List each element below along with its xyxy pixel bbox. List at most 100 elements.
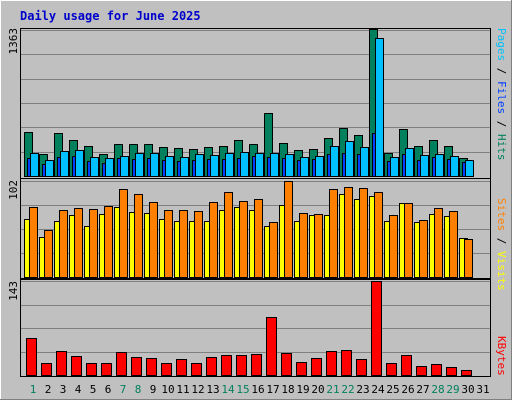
bar-sites-day-9: [149, 202, 158, 278]
bar-kbytes-day-25: [386, 363, 397, 376]
bar-pages-day-27: [420, 155, 429, 177]
bar-kbytes-day-1: [26, 338, 37, 376]
bar-sites-day-7: [119, 189, 128, 278]
bar-pages-day-3: [60, 151, 69, 177]
x-axis-labels: 1 2 3 4 5 6 7 8 9 10 11 12 13 14 15 16 17 18 19 20 21 22 23 24 2…: [30, 383, 490, 396]
bar-pages-day-2: [45, 160, 54, 177]
x-label-day-19: 19: [296, 383, 309, 396]
bar-pages-day-14: [225, 153, 234, 177]
bar-pages-day-18: [285, 154, 294, 177]
legend-hits: Hits: [495, 134, 508, 161]
y-max-label-hits: 1363: [7, 28, 20, 55]
legend-sites: Sites: [495, 198, 508, 231]
bar-kbytes-day-10: [161, 363, 172, 376]
y-max-label-kbytes: 143: [7, 281, 20, 301]
bar-pages-day-23: [360, 147, 369, 177]
bar-pages-day-5: [90, 157, 99, 177]
bar-pages-day-24: [375, 38, 384, 177]
bar-sites-day-21: [329, 189, 338, 278]
x-label-day-25: 25: [386, 383, 399, 396]
x-label-day-4: 4: [75, 383, 82, 396]
bar-sites-day-18: [284, 181, 293, 278]
bar-pages-day-9: [150, 153, 159, 177]
legend-sep-1: /: [495, 61, 508, 81]
bar-pages-day-22: [345, 141, 354, 177]
bar-sites-day-28: [434, 208, 443, 278]
bar-kbytes-day-5: [86, 363, 97, 376]
bar-pages-day-20: [315, 156, 324, 177]
bar-sites-day-24: [374, 192, 383, 278]
bar-pages-day-21: [330, 146, 339, 177]
chart-title: Daily usage for June 2025: [20, 9, 201, 23]
bar-kbytes-day-26: [401, 355, 412, 376]
legend-sep-3: /: [495, 231, 508, 251]
bar-pages-day-17: [270, 153, 279, 177]
bar-kbytes-day-14: [221, 355, 232, 376]
bar-pages-day-16: [255, 153, 264, 177]
bar-pages-day-26: [405, 148, 414, 177]
x-label-day-6: 6: [105, 383, 112, 396]
bar-sites-day-5: [89, 209, 98, 278]
bar-pages-day-25: [390, 157, 399, 177]
bar-sites-day-8: [134, 194, 143, 278]
x-label-day-17: 17: [266, 383, 279, 396]
bar-pages-day-4: [75, 150, 84, 177]
bar-pages-day-19: [300, 157, 309, 177]
legend-visits-sites: Sites / Visits: [495, 198, 508, 291]
bar-kbytes-day-6: [101, 363, 112, 376]
legend-kbytes: KBytes: [495, 336, 508, 376]
legend-kbytes-label: KBytes: [495, 336, 508, 376]
bar-pages-day-10: [165, 156, 174, 177]
bar-sites-day-1: [29, 207, 38, 278]
bar-kbytes-day-16: [251, 354, 262, 376]
bar-kbytes-day-27: [416, 366, 427, 376]
bar-pages-day-28: [435, 154, 444, 177]
x-label-day-15: 15: [236, 383, 249, 396]
legend-pages: Pages: [495, 28, 508, 61]
bar-sites-day-26: [404, 203, 413, 278]
bars: [24, 29, 474, 376]
bar-pages-day-7: [120, 156, 129, 177]
x-label-day-29: 29: [446, 383, 459, 396]
bar-sites-day-19: [299, 213, 308, 278]
x-label-day-14: 14: [221, 383, 235, 396]
x-label-day-23: 23: [356, 383, 369, 396]
bar-kbytes-day-13: [206, 357, 217, 376]
legend-files: Files: [495, 81, 508, 114]
bar-kbytes-day-18: [281, 353, 292, 376]
x-label-day-24: 24: [371, 383, 385, 396]
bar-kbytes-day-29: [446, 367, 457, 376]
bar-sites-day-6: [104, 206, 113, 278]
bar-kbytes-day-21: [326, 351, 337, 376]
bar-sites-day-16: [254, 199, 263, 278]
bar-pages-day-6: [105, 158, 114, 177]
bar-kbytes-day-11: [176, 359, 187, 376]
x-label-day-18: 18: [281, 383, 294, 396]
bar-sites-day-22: [344, 187, 353, 278]
bar-kbytes-day-8: [131, 357, 142, 376]
bar-pages-day-11: [180, 157, 189, 177]
bar-sites-day-23: [359, 188, 368, 278]
bar-pages-day-8: [135, 153, 144, 177]
bar-pages-day-1: [30, 153, 39, 177]
x-label-day-31: 31: [476, 383, 489, 396]
x-label-day-30: 30: [461, 383, 474, 396]
x-label-day-21: 21: [326, 383, 339, 396]
y-max-label-visits: 102: [7, 180, 20, 200]
bar-kbytes-day-22: [341, 350, 352, 376]
bar-sites-day-13: [209, 202, 218, 278]
bar-kbytes-day-2: [41, 363, 52, 376]
x-label-day-3: 3: [60, 383, 67, 396]
bar-pages-day-29: [450, 156, 459, 177]
bar-kbytes-day-4: [71, 356, 82, 376]
bar-kbytes-day-24: [371, 281, 382, 376]
bar-kbytes-day-20: [311, 358, 322, 376]
x-label-day-8: 8: [135, 383, 142, 396]
bar-sites-day-15: [239, 201, 248, 278]
x-label-day-12: 12: [191, 383, 204, 396]
bar-pages-day-13: [210, 155, 219, 177]
bar-sites-day-11: [179, 210, 188, 278]
x-label-day-22: 22: [341, 383, 354, 396]
bar-kbytes-day-17: [266, 317, 277, 376]
x-label-day-7: 7: [120, 383, 127, 396]
